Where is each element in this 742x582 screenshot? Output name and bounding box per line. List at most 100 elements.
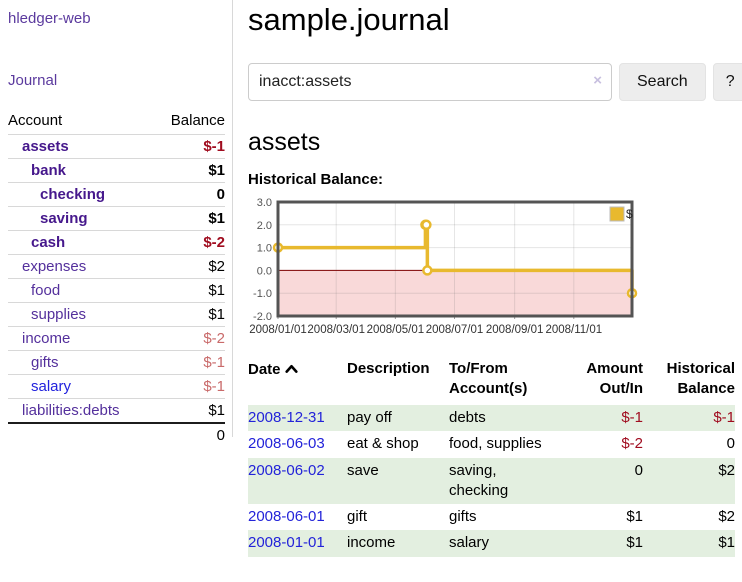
sidebar-account-balance: $-1 [154,374,225,399]
transaction-date-link[interactable]: 2008-06-03 [248,435,325,453]
transaction-accounts: food, supplies [449,435,542,453]
sort-ascending-icon [284,359,298,379]
transaction-amount: $-1 [621,409,643,426]
transaction-date-cell: 2008-06-02 [248,458,347,505]
account-name-cell: checking [8,182,155,207]
transaction-accounts: debts [449,409,486,426]
account-row: gifts $-1 [8,350,225,375]
transaction-description: eat & shop [347,435,419,453]
account-name-cell: food [8,278,155,303]
transaction-accounts: saving, checking [449,461,509,499]
sidebar-account-link[interactable]: assets [22,138,69,155]
sidebar-account-link[interactable]: gifts [31,354,59,371]
account-name-cell: income [8,326,155,351]
x-tick-label: 2008/03/01 [307,324,365,336]
plot-border [276,200,634,318]
account-name-cell: salary [8,374,155,399]
y-tick-label: -2.0 [253,311,272,323]
sidebar-account-balance: $-1 [154,134,225,159]
search-form: × Search ? [248,63,742,101]
account-row: salary $-1 [8,374,225,399]
transaction-date-cell: 2008-12-31 [248,405,347,431]
negative-region [278,270,632,316]
accounts-total-balance: 0 [154,422,225,447]
transaction-balance: $-1 [713,409,735,426]
sidebar-account-link[interactable]: cash [31,234,66,251]
y-tick-label: 2.0 [257,220,272,232]
sidebar-account-link[interactable]: supplies [31,306,87,323]
transaction-balance: $2 [718,461,735,479]
transaction-amount: $1 [626,534,643,552]
transaction-date-link[interactable]: 2008-06-02 [248,461,325,479]
account-column-header: Account [8,112,63,129]
account-row: food $1 [8,278,225,303]
sidebar-account-link[interactable]: food [31,282,61,299]
sidebar-account-balance: $-2 [154,230,225,255]
transaction-accounts: salary [449,534,490,552]
search-input[interactable] [248,63,612,101]
description-column-header: Description [347,360,430,377]
sidebar-account-balance: $1 [154,302,225,327]
transaction-date-cell: 2008-06-03 [248,431,347,457]
legend-swatch [609,206,625,222]
account-name-cell: saving [8,206,155,231]
transaction-balance: $2 [718,508,735,525]
sidebar-account-link[interactable]: expenses [22,258,87,275]
search-button[interactable]: Search [619,63,706,101]
sidebar-account-link[interactable]: bank [31,162,67,179]
sidebar-account-balance: $1 [154,206,225,231]
transaction-date-cell: 2008-01-01 [248,530,347,556]
transaction-row: 2008-06-01 gift gifts $1 $2 [248,504,735,530]
transaction-amount: $1 [626,508,643,525]
account-name-cell: bank [8,158,155,183]
data-point-marker [422,265,433,276]
sidebar-account-balance: $2 [154,254,225,279]
y-tick-label: 1.0 [257,243,272,255]
transaction-description: income [347,534,396,552]
transaction-row: 2008-06-03 eat & shop food, supplies $-2 0 [248,431,735,457]
clear-search-icon[interactable]: × [593,72,602,89]
main-content: sample.journal × Search ? assets Histori… [233,0,742,557]
app-layout: hledger-web Journal Account Balance asse… [0,0,742,557]
transaction-date-link[interactable]: 2008-06-01 [248,508,325,525]
sidebar-account-balance: $-2 [154,326,225,351]
transaction-date-link[interactable]: 2008-01-01 [248,534,325,552]
transaction-description: gift [347,508,368,525]
transaction-accounts: gifts [449,508,477,525]
account-row: liabilities:debts $1 [8,398,225,423]
sidebar-account-link[interactable]: saving [40,210,88,227]
sidebar-account-link[interactable]: salary [31,378,72,395]
sidebar-account-link[interactable]: checking [40,186,106,203]
transaction-description: pay off [347,409,392,426]
sidebar-account-link[interactable]: liabilities:debts [22,402,120,419]
sidebar: hledger-web Journal Account Balance asse… [0,0,233,447]
y-tick-label: 0.0 [257,265,272,277]
sidebar-account-balance: $-1 [154,350,225,375]
transaction-date-link[interactable]: 2008-12-31 [248,409,325,426]
account-row: saving $1 [8,206,225,231]
y-tick-label: 3.0 [257,197,272,209]
account-name-cell: gifts [8,350,155,375]
sidebar-item-journal[interactable]: Journal [8,72,58,89]
x-tick-label: 2008/01/01 [249,324,307,336]
help-button[interactable]: ? [712,63,742,101]
date-header-label: Date [248,361,281,378]
legend-label: $ [626,207,633,221]
app-title-link[interactable]: hledger-web [8,10,91,27]
balance-column-header: Historical Balance [666,360,735,397]
sidebar-account-link[interactable]: income [22,330,71,347]
account-heading: assets [248,128,321,156]
chart-title: Historical Balance: [248,171,384,188]
account-row: supplies $1 [8,302,225,327]
account-name-cell: assets [8,134,155,159]
accounts-table: Account Balance assets $-1 bank $1 checking 0… [8,110,225,447]
x-tick-label: 2008/05/01 [367,324,425,336]
date-column-header[interactable]: Date [248,359,347,405]
x-tick-label: 2008/07/01 [426,324,484,336]
transaction-date-cell: 2008-06-01 [248,504,347,530]
transaction-description: save [347,461,379,479]
search-box: × [248,63,612,101]
account-name-cell: expenses [8,254,155,279]
sidebar-account-balance: $1 [154,158,225,183]
app-title: hledger-web [8,10,225,27]
